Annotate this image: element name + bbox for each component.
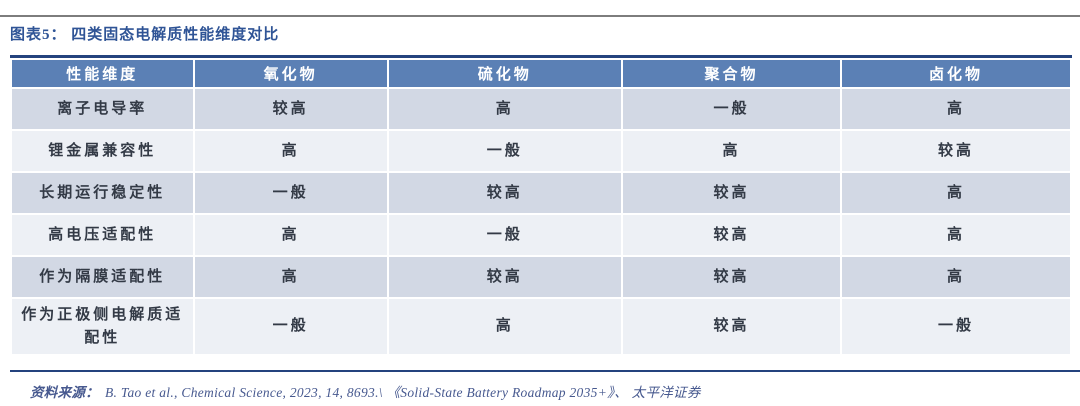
header-cell-polymer: 聚合物: [622, 60, 841, 87]
header-cell-dimension: 性能维度: [12, 60, 193, 87]
table-cell: 较高: [388, 257, 621, 297]
table-cell: 高: [388, 89, 621, 129]
source-text: B. Tao et al., Chemical Science, 2023, 1…: [105, 385, 701, 400]
table-cell: 较高: [842, 131, 1070, 171]
row-dimension: 长期运行稳定性: [12, 173, 193, 213]
table-cell: 高: [194, 215, 387, 255]
table-cell: 较高: [622, 299, 841, 354]
table-cell: 一般: [194, 173, 387, 213]
table-row: 离子电导率 较高 高 一般 高: [12, 89, 1070, 129]
table-row: 长期运行稳定性 一般 较高 较高 高: [12, 173, 1070, 213]
header-cell-halide: 卤化物: [842, 60, 1070, 87]
table-row: 作为隔膜适配性 高 较高 较高 高: [12, 257, 1070, 297]
table-cell: 高: [194, 131, 387, 171]
row-dimension: 离子电导率: [12, 89, 193, 129]
table-row: 高电压适配性 高 一般 较高 高: [12, 215, 1070, 255]
page-top-divider: [0, 15, 1080, 17]
table-cell: 较高: [622, 257, 841, 297]
table-row: 锂金属兼容性 高 一般 高 较高: [12, 131, 1070, 171]
source-divider: [10, 370, 1080, 372]
source-note: 资料来源： B. Tao et al., Chemical Science, 20…: [30, 381, 1070, 401]
table-cell: 一般: [842, 299, 1070, 354]
table-cell: 高: [842, 257, 1070, 297]
table-cell: 一般: [622, 89, 841, 129]
table-cell: 高: [842, 89, 1070, 129]
row-dimension: 锂金属兼容性: [12, 131, 193, 171]
table-cell: 高: [842, 173, 1070, 213]
electrolyte-comparison-table: 性能维度 氧化物 硫化物 聚合物 卤化物 离子电导率 较高 高 一般 高 锂金属…: [10, 55, 1072, 356]
chart-title: 图表5： 四类固态电解质性能维度对比: [10, 27, 280, 43]
table-cell: 较高: [388, 173, 621, 213]
table-cell: 高: [194, 257, 387, 297]
table-row: 作为正极侧电解质适配性 一般 高 较高 一般: [12, 299, 1070, 354]
header-cell-sulfide: 硫化物: [388, 60, 621, 87]
table-cell: 一般: [388, 215, 621, 255]
table-cell: 较高: [622, 215, 841, 255]
row-dimension: 高电压适配性: [12, 215, 193, 255]
table-cell: 高: [622, 131, 841, 171]
table-cell: 较高: [622, 173, 841, 213]
table-cell: 高: [842, 215, 1070, 255]
table-cell: 一般: [194, 299, 387, 354]
row-dimension: 作为隔膜适配性: [12, 257, 193, 297]
table-header-row: 性能维度 氧化物 硫化物 聚合物 卤化物: [12, 60, 1070, 87]
table-cell: 一般: [388, 131, 621, 171]
row-dimension: 作为正极侧电解质适配性: [12, 299, 193, 354]
header-cell-oxide: 氧化物: [194, 60, 387, 87]
table-cell: 较高: [194, 89, 387, 129]
source-label: 资料来源：: [30, 385, 99, 400]
table-cell: 高: [388, 299, 621, 354]
